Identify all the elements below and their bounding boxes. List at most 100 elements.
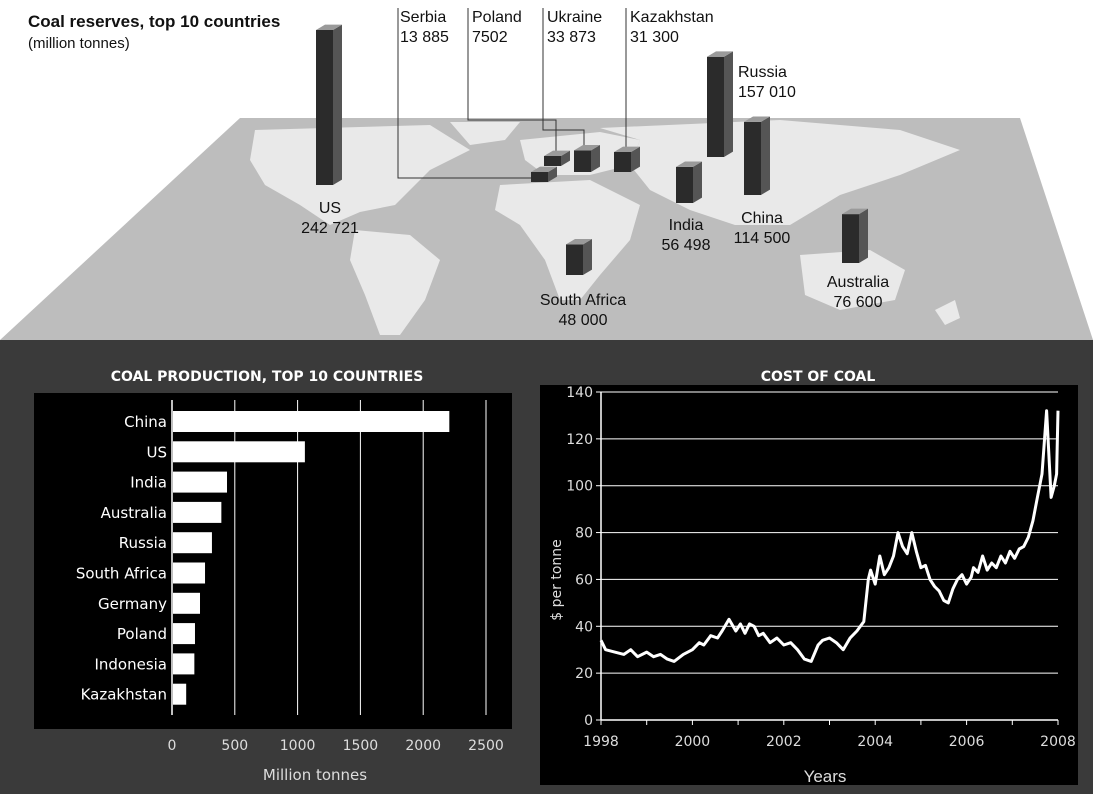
production-category-labels: China US India Australia Russia South Africa G…: [76, 413, 167, 704]
production-category-china: China: [124, 413, 167, 431]
production-category-poland: Poland: [117, 625, 167, 643]
reserve-bar-ukraine: [574, 150, 591, 172]
cost-series-line: [599, 409, 1060, 663]
reserve-label-value-australia: 76 600: [834, 294, 883, 311]
reserve-label-name-india: India: [669, 217, 704, 234]
production-bar-kazakhstan: [173, 683, 187, 705]
production-xtick-500: 500: [221, 738, 248, 754]
reserve-label-serbia: Serbia 13 885: [400, 9, 449, 46]
production-category-kazakhstan: Kazakhstan: [81, 686, 167, 704]
cost-xlabel: Years: [804, 767, 847, 786]
reserve-bar-top-india: [676, 161, 702, 167]
reserve-label-name-ukraine: Ukraine: [547, 9, 602, 26]
production-category-germany: Germany: [98, 595, 167, 613]
reserve-bar-serbia: [531, 172, 548, 182]
reserve-bar-side-serbia: [548, 166, 557, 182]
reserve-label-poland: Poland 7502: [472, 9, 522, 46]
reserve-bar-top-south-africa: [566, 238, 592, 245]
reserve-bar-top-serbia: [531, 166, 557, 172]
reserve-label-value-poland: 7502: [472, 29, 508, 46]
reserve-label-value-india: 56 498: [662, 237, 711, 254]
cost-ytick-140: 140: [566, 385, 593, 401]
cost-xtick-labels: 1998 2000 2002 2004 2006 2008: [583, 734, 1076, 750]
reserve-label-value-ukraine: 33 873: [547, 29, 596, 46]
reserve-bar-top-china: [744, 116, 770, 122]
newzealand-shape: [935, 300, 960, 325]
production-xtick-2500: 2500: [468, 738, 504, 754]
reserve-bar-top-poland: [544, 150, 570, 156]
production-category-australia: Australia: [101, 504, 167, 522]
leader-line-0: [397, 8, 531, 179]
production-category-russia: Russia: [119, 534, 167, 552]
reserve-bars: [316, 24, 868, 275]
cost-title: COST OF COAL: [761, 369, 876, 385]
reserve-label-kazakhstan: Kazakhstan 31 300: [630, 9, 714, 46]
reserve-bar-top-russia: [707, 51, 733, 57]
reserve-bar-side-south-africa: [583, 238, 592, 275]
production-category-south-africa: South Africa: [76, 565, 167, 583]
reserve-label-name-australia: Australia: [827, 274, 889, 291]
production-title: COAL PRODUCTION, TOP 10 COUNTRIES: [111, 369, 424, 385]
production-category-india: India: [130, 474, 167, 492]
reserve-label-us: US 242 721: [301, 200, 359, 237]
australia-shape: [800, 250, 905, 310]
reserve-label-name-us: US: [319, 200, 341, 217]
reserve-bar-kazakhstan: [614, 152, 631, 172]
production-xtick-2000: 2000: [405, 738, 441, 754]
reserve-label-value-china: 114 500: [734, 230, 791, 247]
production-bars: [173, 411, 450, 705]
reserve-label-name-poland: Poland: [472, 9, 522, 26]
reserve-label-value-south-africa: 48 000: [559, 312, 608, 329]
reserve-label-russia: Russia 157 010: [738, 64, 796, 101]
reserve-label-india: India 56 498: [662, 217, 711, 254]
production-bar-us: [173, 441, 305, 463]
cost-ytick-100: 100: [566, 479, 593, 495]
reserve-bar-south-africa: [566, 244, 583, 275]
reserve-label-value-us: 242 721: [301, 220, 359, 237]
production-bar-poland: [173, 623, 195, 645]
reserve-label-ukraine: Ukraine 33 873: [547, 9, 602, 46]
production-bar-south-africa: [173, 562, 206, 584]
cost-ytick-0: 0: [584, 713, 593, 729]
production-category-us: US: [146, 443, 167, 461]
production-xtick-1500: 1500: [343, 738, 379, 754]
cost-xtick-1998: 1998: [583, 734, 619, 750]
north-america-shape: [250, 125, 470, 225]
leader-line-2: [542, 8, 585, 150]
production-xtick-0: 0: [168, 738, 177, 754]
reserve-bar-top-ukraine: [574, 144, 600, 151]
reserve-bar-india: [676, 166, 693, 203]
reserve-bar-side-india: [693, 161, 702, 203]
reserve-label-china: China 114 500: [734, 210, 791, 247]
reserve-bar-top-kazakhstan: [614, 146, 640, 153]
reserve-label-name-kazakhstan: Kazakhstan: [630, 9, 714, 26]
africa-shape: [495, 180, 640, 300]
south-america-shape: [350, 230, 440, 335]
cost-xtick-2006: 2006: [949, 734, 985, 750]
production-bar-australia: [173, 501, 222, 523]
leader-line-1: [467, 8, 557, 158]
reserve-bar-side-poland: [561, 150, 570, 166]
cost-ytick-60: 60: [575, 572, 593, 588]
reserve-label-name-china: China: [741, 210, 783, 227]
cost-xtick-2000: 2000: [675, 734, 711, 750]
reserve-leader-lines: [397, 8, 627, 179]
reserve-label-australia: Australia 76 600: [827, 274, 889, 311]
reserve-labels: US 242 721 Serbia 13 885 Poland 7502 Ukraine 33…: [301, 9, 889, 329]
reserve-bar-side-us: [333, 24, 342, 185]
reserve-label-value-kazakhstan: 31 300: [630, 29, 679, 46]
cost-grid: [600, 391, 1059, 725]
production-bar-indonesia: [173, 653, 195, 675]
cost-xtick-2002: 2002: [766, 734, 802, 750]
production-bar-germany: [173, 592, 201, 614]
reserve-bar-side-russia: [724, 51, 733, 157]
reserve-bar-poland: [544, 156, 561, 166]
production-xtick-1000: 1000: [280, 738, 316, 754]
cost-ytick-80: 80: [575, 526, 593, 542]
reserve-bar-side-australia: [859, 208, 868, 263]
reserve-label-name-south-africa: South Africa: [540, 292, 626, 309]
cost-ytick-120: 120: [566, 432, 593, 448]
reserve-bar-side-china: [761, 116, 770, 195]
reserve-bar-side-ukraine: [591, 144, 600, 172]
